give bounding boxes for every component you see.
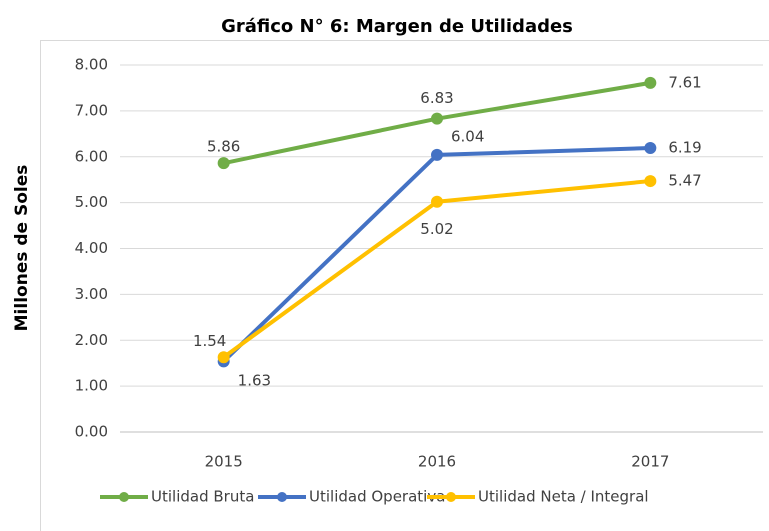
y-tick-label: 5.00 (75, 193, 108, 211)
point (217, 157, 230, 170)
data-label: 5.47 (668, 172, 701, 190)
point (217, 351, 230, 364)
point (431, 112, 443, 125)
y-tick-label: 2.00 (75, 331, 108, 349)
data-label: 6.83 (420, 89, 453, 107)
chart-title: Gráfico N° 6: Margen de Utilidades (221, 16, 573, 37)
chart-border (40, 40, 769, 531)
point (644, 76, 657, 89)
y-tick-label: 3.00 (75, 285, 108, 303)
point (431, 148, 443, 161)
legend-marker (446, 492, 456, 502)
data-label: 6.19 (668, 139, 701, 157)
point (644, 142, 657, 155)
x-tick-label: 2015 (205, 453, 243, 471)
y-tick-label: 7.00 (75, 101, 108, 119)
legend-label: Utilidad Operativa (309, 488, 445, 506)
data-label: 5.86 (207, 138, 240, 156)
y-axis-label: Millones de Soles (12, 165, 32, 332)
legend-label: Utilidad Neta / Integral (478, 488, 649, 506)
series-line (222, 146, 651, 363)
legend-marker (119, 492, 129, 502)
data-label: 6.04 (451, 127, 484, 145)
y-tick-label: 4.00 (75, 239, 108, 257)
data-label: 1.63 (238, 372, 271, 390)
y-tick-label: 0.00 (75, 423, 108, 441)
y-tick-label: 1.00 (75, 377, 108, 395)
x-tick-label: 2017 (631, 453, 669, 471)
data-label: 5.02 (420, 220, 453, 238)
point (644, 175, 657, 188)
data-label: 7.61 (668, 73, 701, 91)
x-tick-label: 2016 (418, 453, 456, 471)
legend-marker (277, 492, 287, 502)
y-tick-label: 8.00 (75, 56, 108, 74)
legend-label: Utilidad Bruta (151, 488, 254, 506)
y-tick-label: 6.00 (75, 147, 108, 165)
data-label: 1.54 (193, 332, 226, 350)
point (431, 195, 443, 208)
